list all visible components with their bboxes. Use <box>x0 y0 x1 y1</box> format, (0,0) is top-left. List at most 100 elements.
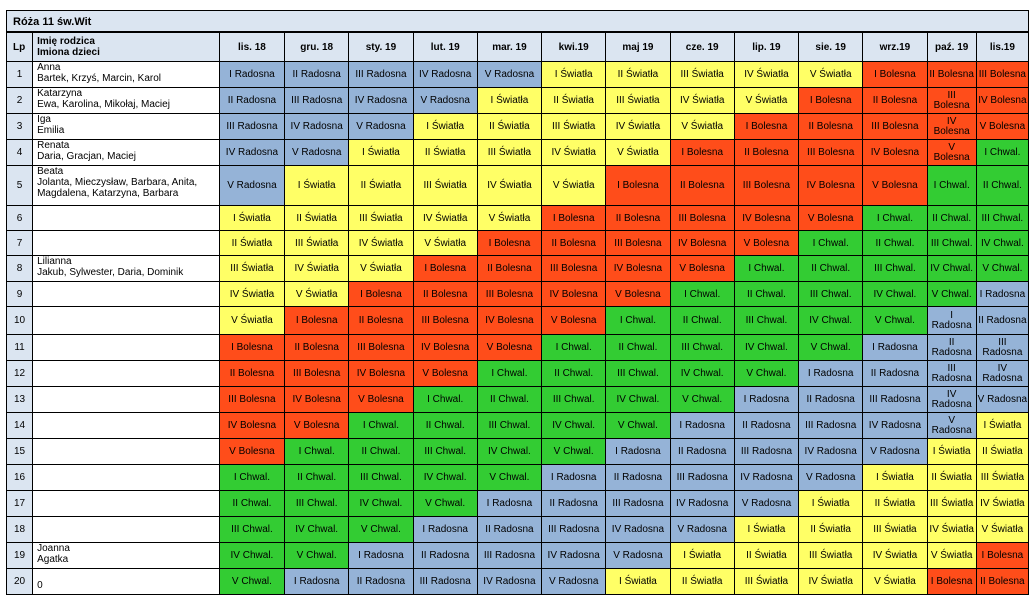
mystery-cell: II Bolesna <box>476 255 543 282</box>
mystery-cell: IV Radosna <box>348 87 414 114</box>
names-cell <box>32 306 220 335</box>
header-names: Imię rodzica Imiona dzieci <box>32 32 220 62</box>
row-number: 9 <box>5 281 34 307</box>
names-cell: Katarzyna Ewa, Karolina, Mikołaj, Maciej <box>32 87 220 114</box>
mystery-cell: III Radosna <box>541 516 607 543</box>
mystery-cell: V Radosna <box>862 438 928 465</box>
table-row: 8 Lilianna Jakub, Sylwester, Daria, Domini… <box>5 255 1030 282</box>
table-row: 3 Iga Emilia III Radosna IV Radosna V Radosna… <box>5 113 1030 140</box>
mystery-cell: V Światła <box>541 165 607 206</box>
mystery-cell: I Radosna <box>476 490 543 517</box>
mystery-cell: I Światła <box>975 412 1030 439</box>
mystery-cell: IV Chwal. <box>476 438 543 465</box>
mystery-cell: II Radosna <box>476 516 543 543</box>
parent-name <box>37 308 218 319</box>
row-number: 17 <box>5 490 34 517</box>
mystery-cell: II Światła <box>476 113 543 140</box>
mystery-cell: III Światła <box>541 113 607 140</box>
mystery-cell: II Chwal. <box>284 464 350 491</box>
mystery-cell: IV Radosna <box>412 61 478 88</box>
mystery-cell: V Światła <box>218 306 286 335</box>
mystery-cell: IV Chwal. <box>926 255 977 282</box>
mystery-cell: IV Bolesna <box>605 255 671 282</box>
mystery-cell: V Chwal. <box>733 360 800 387</box>
mystery-cell: IV Bolesna <box>669 230 735 256</box>
mystery-cell: II Radosna <box>541 490 607 517</box>
row-number: 5 <box>5 165 34 206</box>
mystery-cell: II Światła <box>218 230 286 256</box>
mystery-cell: V Chwal. <box>798 334 864 361</box>
mystery-cell: III Radosna <box>669 464 735 491</box>
mystery-cell: V Bolesna <box>733 230 800 256</box>
mystery-cell: I Bolesna <box>798 87 864 114</box>
mystery-cell: III Chwal. <box>605 360 671 387</box>
mystery-cell: II Radosna <box>412 542 478 569</box>
mystery-cell: II Światła <box>605 61 671 88</box>
children-names: Emilia <box>37 125 65 136</box>
mystery-cell: III Światła <box>605 87 671 114</box>
mystery-cell: V Światła <box>348 255 414 282</box>
mystery-cell: IV Bolesna <box>476 306 543 335</box>
mystery-cell: III Chwal. <box>476 412 543 439</box>
mystery-cell: IV Bolesna <box>284 386 350 413</box>
header-month: mar. 19 <box>476 32 543 62</box>
names-cell <box>32 281 220 307</box>
mystery-cell: IV Światła <box>284 255 350 282</box>
mystery-cell: III Światła <box>926 490 977 517</box>
mystery-cell: I Chwal. <box>218 464 286 491</box>
parent-name <box>37 440 218 451</box>
mystery-cell: IV Chwal. <box>348 490 414 517</box>
mystery-cell: V Chwal. <box>284 542 350 569</box>
mystery-cell: I Bolesna <box>476 230 543 256</box>
children-names: 0 <box>37 580 43 591</box>
mystery-cell: V Chwal. <box>476 464 543 491</box>
mystery-cell: I Bolesna <box>926 568 977 595</box>
mystery-cell: IV Światła <box>669 87 735 114</box>
mystery-cell: II Światła <box>926 464 977 491</box>
mystery-cell: III Chwal. <box>926 230 977 256</box>
mystery-cell: III Światła <box>412 165 478 206</box>
mystery-cell: I Światła <box>218 205 286 231</box>
mystery-cell: II Chwal. <box>862 230 928 256</box>
names-cell <box>32 360 220 387</box>
header-parent: Imię rodzica <box>37 36 95 47</box>
mystery-cell: I Bolesna <box>669 139 735 166</box>
mystery-cell: IV Chwal. <box>669 360 735 387</box>
mystery-cell: V Światła <box>412 230 478 256</box>
names-cell: Renata Daria, Gracjan, Maciej <box>32 139 220 166</box>
mystery-cell: II Bolesna <box>862 87 928 114</box>
parent-name <box>37 518 218 529</box>
mystery-cell: III Radosna <box>605 490 671 517</box>
mystery-cell: III Radosna <box>476 542 543 569</box>
header-month: lis. 18 <box>218 32 286 62</box>
mystery-cell: III Chwal. <box>669 334 735 361</box>
children-names: Jolanta, Mieczysław, Barbara, Anita, <box>37 177 198 188</box>
parent-name: Joanna <box>37 543 70 555</box>
mystery-cell: I Chwal. <box>348 412 414 439</box>
mystery-cell: II Światła <box>541 87 607 114</box>
mystery-cell: IV Radosna <box>605 516 671 543</box>
mystery-cell: V Radosna <box>926 412 977 439</box>
mystery-cell: V Światła <box>476 205 543 231</box>
header-month: kwi.19 <box>541 32 607 62</box>
mystery-cell: III Bolesna <box>862 113 928 140</box>
mystery-cell: III Chwal. <box>412 438 478 465</box>
mystery-cell: IV Bolesna <box>798 165 864 206</box>
mystery-cell: I Chwal. <box>541 334 607 361</box>
parent-name <box>37 232 218 243</box>
mystery-cell: V Chwal. <box>348 516 414 543</box>
header-month: paź. 19 <box>926 32 977 62</box>
header-row: Lp Imię rodzica Imiona dzieci lis. 18 gru… <box>5 32 1030 62</box>
mystery-cell: II Światła <box>798 516 864 543</box>
mystery-cell: I Chwal. <box>412 386 478 413</box>
row-number: 7 <box>5 230 34 256</box>
mystery-cell: V Chwal. <box>541 438 607 465</box>
row-number: 8 <box>5 255 34 282</box>
mystery-cell: III Światła <box>975 464 1030 491</box>
mystery-cell: I Radosna <box>669 412 735 439</box>
mystery-cell: I Światła <box>733 516 800 543</box>
mystery-cell: IV Światła <box>975 490 1030 517</box>
mystery-cell: II Bolesna <box>975 568 1030 595</box>
row-number: 14 <box>5 412 34 439</box>
row-number: 10 <box>5 306 34 335</box>
